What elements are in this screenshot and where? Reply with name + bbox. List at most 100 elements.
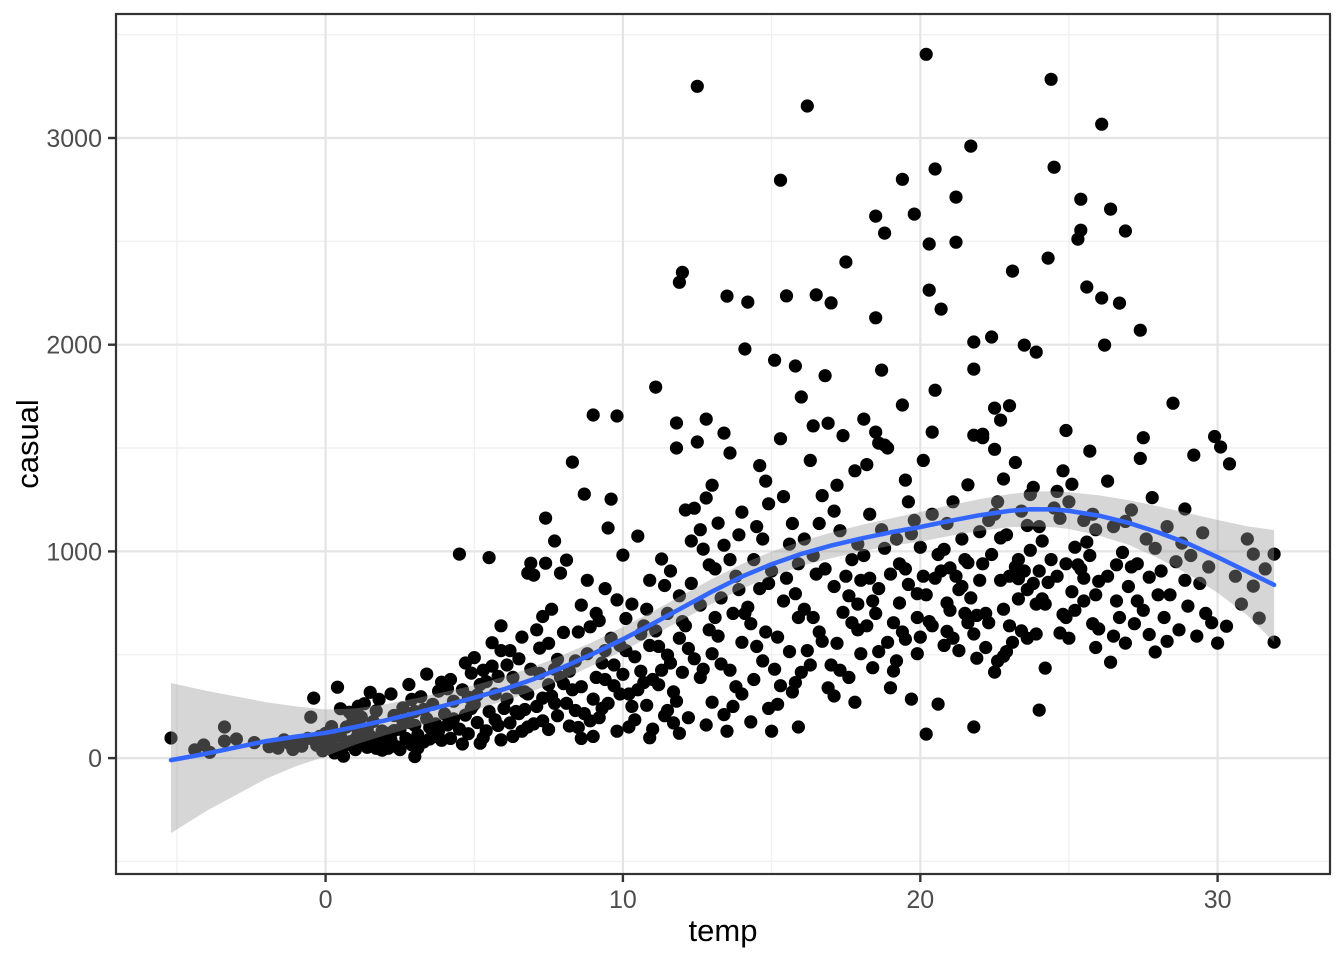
data-point [393, 743, 407, 757]
data-point [580, 573, 594, 587]
data-point [883, 681, 898, 695]
data-point [491, 669, 505, 684]
data-point [1139, 532, 1153, 546]
data-point [883, 567, 898, 581]
data-point [809, 567, 823, 581]
data-point [655, 552, 669, 566]
data-point [1020, 518, 1034, 533]
data-point [961, 616, 975, 630]
data-point [919, 47, 933, 61]
data-point [1017, 338, 1031, 352]
data-point [1160, 634, 1174, 648]
data-point [866, 661, 880, 675]
data-point [536, 609, 550, 624]
data-point [949, 235, 963, 249]
data-point [782, 645, 797, 659]
data-point [1035, 592, 1049, 606]
data-point [1059, 423, 1073, 438]
data-point [794, 665, 808, 679]
data-point [589, 606, 603, 621]
data-point [634, 664, 648, 678]
data-point [768, 662, 782, 676]
data-point [705, 647, 719, 661]
data-point [550, 709, 565, 723]
data-point [999, 645, 1014, 659]
data-point [586, 692, 600, 706]
data-point [464, 701, 478, 716]
data-point [1267, 547, 1281, 561]
data-point [1106, 520, 1121, 534]
data-point [369, 704, 383, 718]
data-point [863, 571, 877, 585]
data-point [815, 634, 829, 648]
data-point [1127, 617, 1141, 631]
data-point [785, 516, 800, 531]
y-tick-label: 3000 [46, 125, 102, 153]
data-point [762, 576, 776, 591]
data-point [649, 624, 663, 638]
data-point [1151, 588, 1165, 602]
data-point [848, 695, 862, 709]
data-point [527, 568, 541, 582]
data-point [916, 569, 930, 583]
data-point [610, 409, 624, 423]
data-point [607, 658, 621, 672]
data-point [616, 667, 630, 681]
data-point [1002, 619, 1017, 633]
data-point [901, 495, 916, 509]
data-point [556, 625, 571, 640]
data-point [1053, 626, 1067, 640]
data-point [542, 722, 556, 737]
data-point [794, 390, 808, 404]
data-point [512, 652, 526, 666]
data-point [571, 720, 585, 735]
data-point [669, 441, 684, 455]
data-point [1095, 291, 1109, 305]
data-point [503, 716, 517, 730]
data-point [643, 638, 657, 653]
data-point [464, 666, 478, 680]
y-axis-title: casual [10, 399, 45, 489]
data-point [1118, 636, 1132, 650]
data-point [860, 619, 874, 633]
data-point [955, 579, 969, 594]
data-point [1208, 429, 1222, 444]
data-point [577, 707, 591, 721]
data-point [598, 672, 612, 687]
data-point [494, 733, 508, 747]
data-point [601, 696, 615, 710]
data-point [872, 582, 886, 596]
data-point [446, 712, 461, 726]
data-point [672, 726, 687, 740]
data-point [759, 625, 773, 639]
data-point [458, 656, 472, 670]
data-point [304, 710, 318, 724]
data-point [506, 729, 520, 744]
data-point [1148, 541, 1162, 555]
data-point [217, 720, 232, 734]
data-point [1193, 576, 1207, 591]
data-point [500, 692, 514, 706]
data-point [473, 736, 487, 750]
data-point [821, 416, 835, 430]
data-point [988, 442, 1002, 456]
data-point [1142, 570, 1156, 584]
data-point [916, 453, 930, 467]
data-point [1011, 572, 1025, 586]
data-point [889, 654, 904, 668]
data-point [699, 412, 713, 426]
data-point [616, 548, 630, 562]
data-point [550, 652, 565, 666]
data-point [574, 731, 588, 746]
data-point [892, 596, 907, 610]
data-point [1115, 545, 1130, 560]
data-point [411, 741, 425, 755]
data-point [738, 606, 752, 621]
data-point [559, 696, 574, 710]
data-point [1089, 640, 1103, 655]
data-point [548, 696, 562, 710]
data-point [1124, 503, 1138, 517]
data-point [931, 697, 945, 711]
data-point [982, 616, 996, 630]
x-axis-title: temp [689, 913, 758, 948]
